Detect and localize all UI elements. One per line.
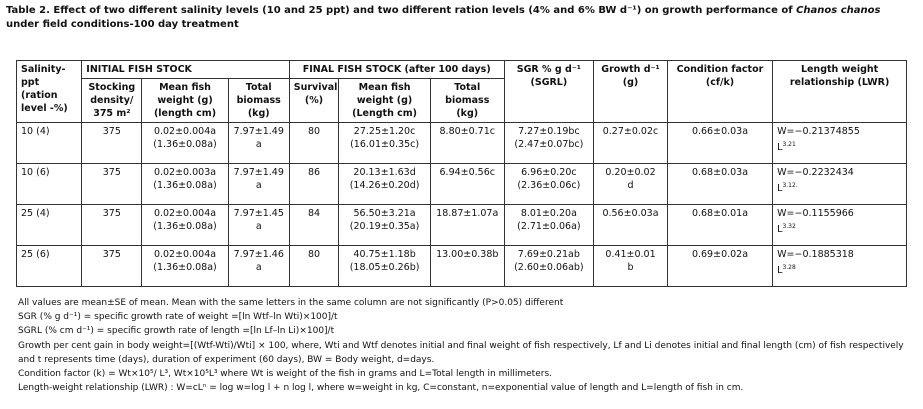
column-header: SGR % g d⁻¹ (SGRL) bbox=[503, 60, 595, 123]
table-cell: 0.68±0.01a bbox=[666, 204, 774, 246]
footnote: SGRL (% cm d⁻¹) = specific growth rate o… bbox=[18, 326, 335, 337]
title-text: under field conditions-100 day treatment bbox=[6, 19, 239, 30]
column-header: Total biomass (kg) bbox=[227, 78, 290, 123]
table-cell: 375 bbox=[81, 245, 143, 287]
table-row: 10 (6) 375 0.02±0.003a (1.36±0.08a) 7.97±1.… bbox=[15, 163, 907, 205]
table-row: 10 (4) 375 0.02±0.004a (1.36±0.08a) 7.97±1.… bbox=[15, 122, 907, 164]
table-cell: 375 bbox=[81, 122, 143, 164]
lwr-formula: W=−0.2232434 bbox=[777, 167, 854, 178]
column-header: Mean fish weight (g) (Length cm) bbox=[338, 78, 431, 123]
lwr-formula: W=−0.1155966 bbox=[777, 208, 854, 219]
table-cell: 0.27±0.02c bbox=[593, 122, 668, 164]
table-cell: 86 bbox=[288, 163, 340, 205]
footnotes: All values are mean±SE of mean. Mean wit… bbox=[18, 296, 913, 395]
table-cell: 8.01±0.20a (2.71±0.06a) bbox=[503, 204, 595, 246]
column-header: Survival (%) bbox=[288, 78, 340, 123]
table-cell: 0.41±0.01 b bbox=[593, 245, 668, 287]
table-cell: 10 (4) bbox=[15, 122, 83, 164]
lwr-exponent: 3.12. bbox=[782, 182, 798, 189]
title-text: Table 2. Effect of two different salinit… bbox=[6, 5, 797, 16]
table-cell: 7.97±1.45 a bbox=[227, 204, 290, 246]
lwr-exponent: 3.28 bbox=[782, 264, 796, 271]
table-cell: 25 (4) bbox=[15, 204, 83, 246]
table-cell: 80 bbox=[288, 245, 340, 287]
header-row: Salinity-ppt (ration level -%) INITIAL FI… bbox=[15, 60, 907, 123]
footnote: Condition factor (k) = Wt×10⁵/ L³, Wt×10… bbox=[18, 369, 552, 380]
results-table: Salinity-ppt (ration level -%) INITIAL FI… bbox=[15, 60, 907, 287]
table-cell: 7.97±1.46 a bbox=[227, 245, 290, 287]
table-cell: 25 (6) bbox=[15, 245, 83, 287]
column-header: Stocking density/ 375 m² bbox=[81, 78, 143, 123]
table-cell: 13.00±0.38b bbox=[429, 245, 505, 287]
table-cell: W=−0.1155966 L3.32 bbox=[772, 204, 907, 246]
footnote: All values are mean±SE of mean. Mean wit… bbox=[18, 298, 564, 308]
table-cell: 7.27±0.19bc (2.47±0.07bc) bbox=[503, 122, 595, 164]
table-cell: 375 bbox=[81, 163, 143, 205]
table-cell: 0.02±0.004a (1.36±0.08a) bbox=[141, 204, 229, 246]
table-cell: 0.02±0.004a (1.36±0.08a) bbox=[141, 245, 229, 287]
title-species: Chanos chanos bbox=[796, 5, 881, 16]
group-header: FINAL FISH STOCK (after 100 days) bbox=[288, 60, 505, 79]
table-cell: 0.02±0.003a (1.36±0.08a) bbox=[141, 163, 229, 205]
header-row: Stocking density/ 375 m² Mean fish weight… bbox=[17, 78, 907, 123]
table-cell: 6.94±0.56c bbox=[429, 163, 505, 205]
group-header: INITIAL FISH STOCK bbox=[81, 60, 290, 79]
table-cell: W=−0.1885318 L3.28 bbox=[772, 245, 907, 287]
table-cell: 0.68±0.03a bbox=[666, 163, 774, 205]
lwr-base: L bbox=[777, 265, 783, 277]
table-header: Salinity-ppt (ration level -%) INITIAL FI… bbox=[15, 60, 907, 123]
lwr-exponent: 3.32 bbox=[782, 223, 796, 230]
column-header: Condition factor (cf/k) bbox=[666, 60, 774, 123]
table-cell: W=−0.2232434 L3.12. bbox=[772, 163, 907, 205]
table-cell: W=−0.21374855 L3.21 bbox=[772, 122, 907, 164]
table-cell: 7.97±1.49 a bbox=[227, 122, 290, 164]
lwr-base: L bbox=[777, 142, 783, 154]
column-header: Total biomass (kg) bbox=[429, 78, 505, 123]
table-cell: 0.69±0.02a bbox=[666, 245, 774, 287]
column-header: Salinity-ppt (ration level -%) bbox=[15, 60, 83, 123]
lwr-base: L bbox=[777, 224, 783, 236]
table-cell: 8.80±0.71c bbox=[429, 122, 505, 164]
table-cell: 18.87±1.07a bbox=[429, 204, 505, 246]
table-cell: 6.96±0.20c (2.36±0.06c) bbox=[503, 163, 595, 205]
footnote: SGR (% g d⁻¹) = specific growth rate of … bbox=[18, 312, 338, 323]
lwr-formula: W=−0.21374855 bbox=[777, 126, 860, 137]
table-cell: 80 bbox=[288, 122, 340, 164]
column-header: Mean fish weight (g) (length cm) bbox=[141, 78, 229, 123]
table-cell: 20.13±1.63d (14.26±0.20d) bbox=[338, 163, 431, 205]
table-cell: 84 bbox=[288, 204, 340, 246]
column-header: Growth d⁻¹ (g) bbox=[593, 60, 668, 123]
lwr-exponent: 3.21 bbox=[782, 141, 796, 148]
table-row: 25 (4) 375 0.02±0.004a (1.36±0.08a) 7.97±1.… bbox=[15, 204, 907, 246]
lwr-formula: W=−0.1885318 bbox=[777, 249, 854, 260]
table-title: Table 2. Effect of two different salinit… bbox=[6, 4, 906, 32]
table-cell: 0.56±0.03a bbox=[593, 204, 668, 246]
table-body: 10 (4) 375 0.02±0.004a (1.36±0.08a) 7.97±1.… bbox=[15, 122, 907, 287]
table-cell: 7.97±1.49 a bbox=[227, 163, 290, 205]
table-cell: 56.50±3.21a (20.19±0.35a) bbox=[338, 204, 431, 246]
footnote: Growth per cent gain in body weight=[(Wt… bbox=[18, 340, 904, 365]
table-cell: 10 (6) bbox=[15, 163, 83, 205]
table-cell: 0.20±0.02 d bbox=[593, 163, 668, 205]
table-cell: 0.02±0.004a (1.36±0.08a) bbox=[141, 122, 229, 164]
footnote: Length-weight relationship (LWR) : W=cLⁿ… bbox=[18, 383, 744, 394]
table-cell: 7.69±0.21ab (2.60±0.06ab) bbox=[503, 245, 595, 287]
table-cell: 40.75±1.18b (18.05±0.26b) bbox=[338, 245, 431, 287]
column-header: Length weight relationship (LWR) bbox=[772, 60, 907, 123]
table-cell: 0.66±0.03a bbox=[666, 122, 774, 164]
lwr-base: L bbox=[777, 183, 783, 195]
table-row: 25 (6) 375 0.02±0.004a (1.36±0.08a) 7.97±1.… bbox=[15, 245, 907, 287]
table-cell: 375 bbox=[81, 204, 143, 246]
table-cell: 27.25±1.20c (16.01±0.35c) bbox=[338, 122, 431, 164]
